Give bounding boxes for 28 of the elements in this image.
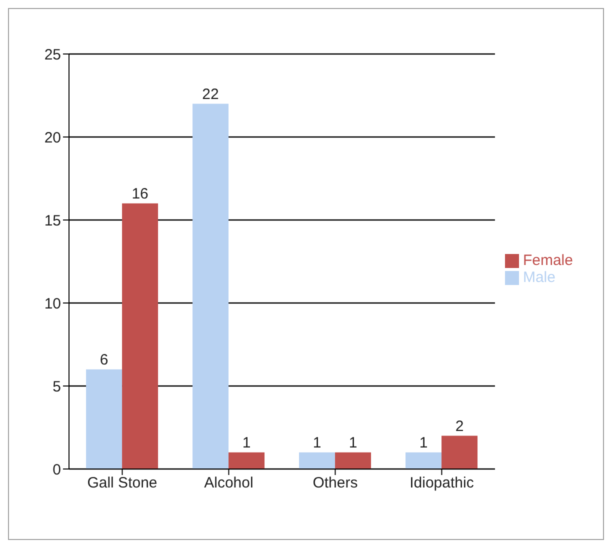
x-tick-label: Idiopathic [410, 474, 474, 492]
data-label: 6 [100, 351, 108, 368]
x-tick-label: Alcohol [204, 474, 254, 492]
data-label: 2 [455, 418, 464, 435]
bar [192, 104, 229, 469]
bar [335, 452, 372, 469]
x-tick-label: Others [312, 474, 358, 492]
y-tick-label: 10 [44, 295, 61, 312]
data-label: 1 [312, 434, 322, 452]
y-tick-label: 0 [52, 461, 61, 478]
data-label: 1 [419, 434, 428, 452]
bar [228, 452, 265, 469]
y-tick-label: 15 [44, 212, 61, 230]
data-label: 1 [242, 434, 251, 452]
data-label: 22 [202, 86, 219, 103]
x-tick-label: Gall Stone [87, 474, 158, 492]
data-label: 16 [132, 185, 148, 202]
bar [299, 452, 336, 469]
legend-label: Male [522, 269, 556, 286]
bar [406, 452, 442, 469]
y-tick-label: 20 [44, 129, 61, 146]
bar [122, 203, 158, 469]
legend-label: Female [522, 252, 573, 269]
bar [442, 436, 478, 469]
bar [86, 369, 122, 469]
y-tick-label: 25 [44, 46, 61, 64]
y-tick-label: 5 [52, 378, 61, 396]
data-label: 1 [348, 434, 358, 452]
